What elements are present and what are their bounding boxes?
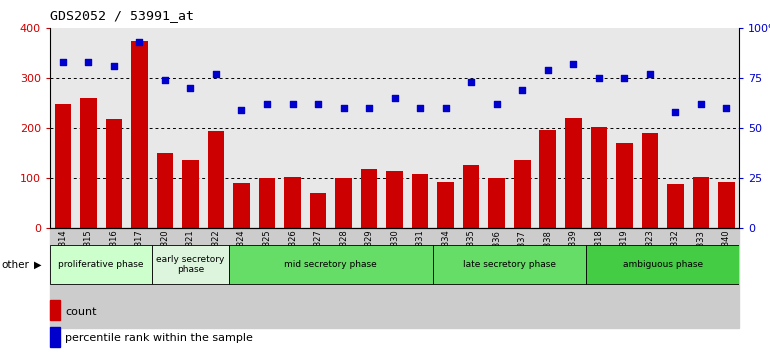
Point — [490, 102, 503, 107]
Bar — [101, 228, 126, 329]
Bar — [331, 228, 357, 329]
Text: other: other — [2, 259, 29, 270]
FancyBboxPatch shape — [586, 245, 739, 284]
Text: percentile rank within the sample: percentile rank within the sample — [65, 333, 253, 343]
Bar — [561, 228, 586, 329]
Point — [388, 96, 400, 101]
Bar — [714, 228, 739, 329]
Bar — [611, 228, 637, 329]
Bar — [156, 153, 173, 228]
Bar — [229, 228, 254, 329]
Bar — [535, 228, 561, 329]
Bar — [463, 165, 480, 228]
Text: ambiguous phase: ambiguous phase — [623, 260, 703, 269]
Point — [209, 72, 222, 77]
Bar — [412, 174, 428, 228]
Point — [286, 102, 299, 107]
Bar — [335, 178, 352, 228]
Point — [414, 105, 427, 111]
Bar — [387, 171, 403, 228]
Bar — [203, 228, 229, 329]
Bar — [126, 228, 152, 329]
Point — [695, 102, 707, 107]
Point — [541, 68, 554, 73]
Bar — [591, 127, 607, 228]
Point — [133, 40, 146, 45]
FancyBboxPatch shape — [50, 245, 152, 284]
Point — [312, 102, 324, 107]
Bar — [182, 160, 199, 228]
Bar — [361, 169, 377, 228]
Text: count: count — [65, 307, 97, 317]
Bar — [152, 228, 178, 329]
Bar — [565, 118, 581, 228]
Bar — [50, 228, 75, 329]
Text: mid secretory phase: mid secretory phase — [284, 260, 377, 269]
Bar — [280, 228, 305, 329]
Bar — [437, 182, 454, 228]
Bar — [254, 228, 280, 329]
Bar — [357, 228, 382, 329]
Bar — [667, 184, 684, 228]
Point — [261, 102, 273, 107]
Point — [108, 63, 120, 69]
Bar — [208, 131, 224, 228]
Point — [236, 108, 248, 113]
Bar — [310, 193, 326, 228]
Point — [669, 109, 681, 115]
Point — [363, 105, 375, 111]
Bar — [178, 228, 203, 329]
Bar — [514, 160, 531, 228]
Point — [159, 78, 171, 83]
Bar — [458, 228, 484, 329]
Point — [82, 59, 95, 65]
Bar — [382, 228, 407, 329]
Bar — [663, 228, 688, 329]
Bar — [616, 143, 633, 228]
Bar — [75, 228, 101, 329]
Bar — [80, 98, 96, 228]
Bar — [284, 177, 301, 228]
Point — [440, 105, 452, 111]
Text: early secretory
phase: early secretory phase — [156, 255, 225, 274]
FancyBboxPatch shape — [152, 245, 229, 284]
Point — [465, 80, 477, 85]
Text: late secretory phase: late secretory phase — [463, 260, 556, 269]
Point — [184, 86, 196, 91]
Bar — [305, 228, 331, 329]
FancyBboxPatch shape — [229, 245, 433, 284]
Bar — [693, 177, 709, 228]
Bar — [50, 300, 60, 320]
Bar — [718, 182, 735, 228]
Point — [644, 72, 656, 77]
Bar — [407, 228, 433, 329]
Bar — [259, 178, 276, 228]
Point — [720, 105, 732, 111]
Bar — [637, 228, 663, 329]
Bar — [540, 130, 556, 228]
Bar — [488, 178, 505, 228]
Point — [593, 75, 605, 81]
Point — [337, 105, 350, 111]
Bar — [510, 228, 535, 329]
Bar — [105, 119, 122, 228]
Bar — [233, 183, 249, 228]
Point — [567, 62, 580, 67]
Text: ▶: ▶ — [34, 259, 42, 270]
Bar — [433, 228, 458, 329]
FancyBboxPatch shape — [433, 245, 586, 284]
Point — [516, 87, 528, 93]
Text: proliferative phase: proliferative phase — [59, 260, 144, 269]
Bar — [50, 327, 60, 347]
Bar — [131, 41, 148, 228]
Point — [57, 59, 69, 65]
Bar — [55, 104, 71, 228]
Point — [618, 75, 631, 81]
Bar — [586, 228, 611, 329]
Text: GDS2052 / 53991_at: GDS2052 / 53991_at — [50, 9, 194, 22]
Bar — [484, 228, 510, 329]
Bar — [641, 133, 658, 228]
Bar — [688, 228, 714, 329]
